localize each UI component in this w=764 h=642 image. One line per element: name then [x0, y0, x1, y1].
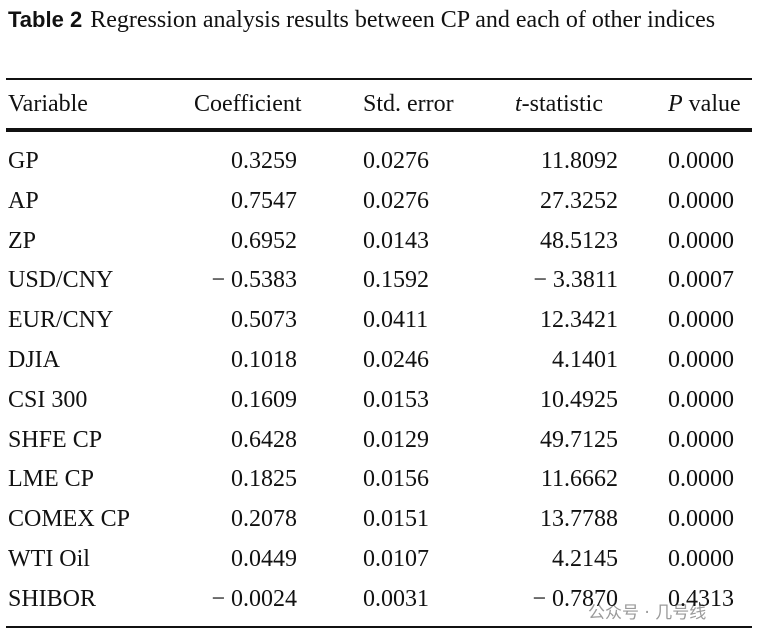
- table-cell: − 0.7870: [532, 585, 618, 612]
- header-rule: [6, 128, 752, 132]
- table-cell: 4.2145: [552, 546, 618, 572]
- header-text: Std. error: [363, 91, 454, 117]
- table-label: Table 2: [8, 7, 83, 32]
- table-cell: 0.1825: [231, 466, 297, 493]
- table-cell: 0.7547: [231, 187, 297, 214]
- table-cell: 0.0411: [363, 307, 429, 334]
- table-cell: 0.0000: [668, 187, 734, 214]
- header-cell: t-statistic: [515, 90, 603, 118]
- caption-text: Regression analysis results between CP a…: [90, 7, 716, 33]
- table-cell: 0.0107: [363, 546, 429, 572]
- table-cell: 0.0000: [668, 426, 734, 453]
- table-cell: 4.1401: [552, 347, 618, 373]
- row-label: SHFE CP: [8, 426, 103, 453]
- table-cell: 0.0000: [668, 466, 734, 493]
- header-text: value: [682, 91, 741, 117]
- row-label: ZP: [8, 227, 37, 254]
- table-cell: 0.5073: [231, 307, 297, 334]
- row-label: LME CP: [8, 466, 95, 493]
- header-text: -statistic: [521, 91, 603, 117]
- row-label: GP: [8, 148, 39, 174]
- table-cell: 0.1609: [231, 386, 297, 413]
- table-cell: 0.6428: [231, 426, 297, 453]
- header-cell: Std. error: [363, 90, 454, 118]
- table-cell: 0.0156: [363, 466, 429, 493]
- table-cell: 49.7125: [540, 426, 618, 453]
- table-cell: 0.0031: [363, 585, 429, 612]
- table-cell: 10.4925: [540, 386, 618, 413]
- row-label: USD/CNY: [8, 267, 114, 294]
- top-rule: [6, 78, 752, 80]
- table-cell: 0.0000: [668, 386, 734, 413]
- table-cell: 48.5123: [540, 227, 618, 254]
- table-cell: 0.0007: [668, 267, 734, 294]
- row-label: EUR/CNY: [8, 307, 114, 334]
- row-label: WTI Oil: [8, 546, 90, 572]
- row-label: AP: [8, 187, 39, 214]
- table-cell: 0.0449: [231, 546, 297, 572]
- table-cell: 11.6662: [540, 466, 618, 493]
- table-cell: 0.0129: [363, 426, 429, 453]
- row-label: DJIA: [8, 347, 60, 373]
- row-label: CSI 300: [8, 386, 88, 413]
- header-cell: P value: [668, 90, 741, 118]
- table-caption: Table 2 Regression analysis results betwe…: [8, 4, 754, 36]
- header-italic: t: [515, 91, 522, 117]
- table-cell: 0.0151: [363, 506, 429, 533]
- table-cell: − 3.3811: [533, 267, 618, 294]
- row-label: SHIBOR: [8, 585, 97, 612]
- header-text: Coefficient: [194, 91, 302, 117]
- header-text: Variable: [8, 91, 88, 117]
- table-cell: 0.0153: [363, 386, 429, 413]
- table-cell: 0.0143: [363, 227, 429, 254]
- table-cell: 0.0000: [668, 347, 734, 373]
- table-cell: 0.6952: [231, 227, 297, 254]
- row-label: COMEX CP: [8, 506, 131, 533]
- table-cell: 0.1592: [363, 267, 429, 294]
- header-cell: Coefficient: [194, 90, 302, 118]
- table-cell: 0.0000: [668, 506, 734, 533]
- table-cell: 0.0276: [363, 148, 429, 174]
- table-cell: 13.7788: [540, 506, 618, 533]
- table-cell: 0.0000: [668, 546, 734, 572]
- table-cell: 0.0276: [363, 187, 429, 214]
- watermark: 公众号 · 几号线: [588, 603, 707, 623]
- table-cell: 0.0000: [668, 227, 734, 254]
- table-cell: − 0.5383: [211, 267, 297, 294]
- table-cell: − 0.0024: [211, 585, 297, 612]
- table-cell: 27.3252: [540, 187, 618, 214]
- table-cell: 0.2078: [231, 506, 297, 533]
- header-italic: P: [668, 91, 683, 117]
- bottom-rule: [6, 626, 752, 628]
- table-cell: 0.3259: [231, 148, 297, 174]
- table-cell: 0.4313: [668, 585, 734, 612]
- table-cell: 11.8092: [540, 148, 618, 174]
- table-cell: 0.0000: [668, 148, 734, 174]
- table-cell: 0.0000: [668, 307, 734, 334]
- table-cell: 12.3421: [540, 307, 618, 334]
- table-cell: 0.1018: [231, 347, 297, 373]
- table-cell: 0.0246: [363, 347, 429, 373]
- header-cell: Variable: [8, 90, 88, 118]
